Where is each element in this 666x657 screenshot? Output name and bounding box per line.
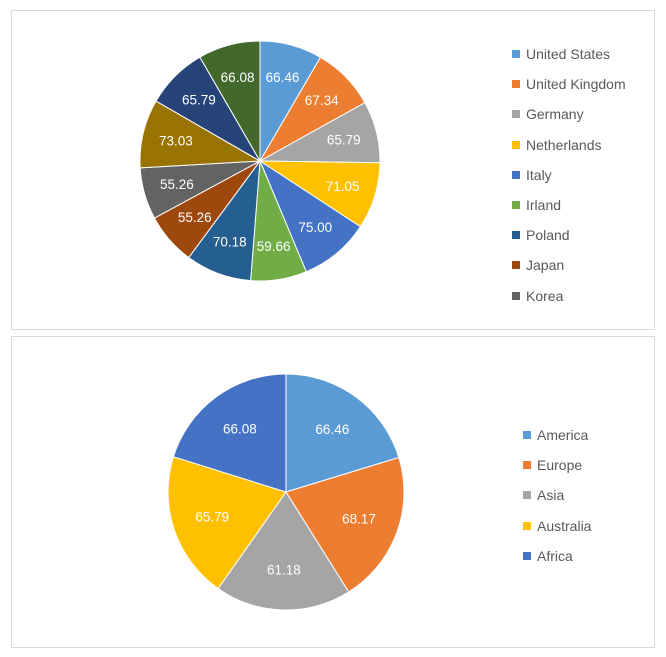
legend-label: Italy [526, 166, 552, 183]
legend-swatch [523, 521, 531, 530]
legend-item-netherlands: Netherlands [512, 130, 626, 160]
legend-item-united-states: United States [512, 39, 626, 69]
legend-swatch [512, 170, 520, 179]
legend-label: Africa [537, 547, 573, 564]
legend-item-italy: Italy [512, 160, 626, 190]
legend-label: America [537, 427, 589, 444]
legend-item-germany: Germany [512, 99, 626, 129]
legend-label: Australia [537, 517, 592, 534]
legend-swatch [523, 431, 531, 440]
legend-item-europe: Europe [523, 450, 591, 480]
legend-label: Irland [526, 197, 562, 214]
pie-slice-europe [285, 456, 405, 593]
legend-item-poland: Poland [512, 220, 626, 250]
pie-slice-africa [172, 373, 287, 493]
pie-slice-america [285, 373, 400, 493]
country-pie-chart: 66.4667.3465.7971.0575.0059.6670.1855.26… [139, 40, 381, 282]
legend-label: Germany [526, 106, 584, 123]
pie-slice-australia [167, 456, 287, 590]
legend-swatch [512, 140, 520, 149]
legend-swatch [512, 110, 520, 119]
legend-item-africa: Africa [523, 541, 591, 571]
legend-label: United Kingdom [526, 76, 626, 93]
legend-label: Asia [537, 487, 565, 504]
legend-item-united-kingdom: United Kingdom [512, 69, 626, 99]
legend-swatch [523, 551, 531, 560]
continent-pie-chart-panel: 66.46 68.17 61.18 65.79 66.08 America Europe A… [11, 336, 655, 648]
country-pie-chart-panel: 66.46 67.34 65.79 71.05 75.00 59.66 70.18 55.26… [11, 10, 655, 330]
pie-slice-unnamed-12 [199, 40, 261, 163]
continent-legend: America Europe Asia Australia Africa [523, 420, 591, 571]
slice-value-label: 66.08 [221, 70, 255, 85]
legend-item-irland: Irland [512, 190, 626, 220]
legend-label: Poland [526, 227, 570, 244]
slice-value-label: 55.26 [178, 210, 212, 225]
continent-pie-chart: 66.46 68.17 61.18 65.79 66.08 [167, 373, 405, 611]
legend-swatch [523, 461, 531, 470]
legend-label: Japan [526, 257, 565, 274]
slice-value-label: 67.34 [305, 93, 339, 108]
slice-value-label: 73.03 [159, 134, 193, 149]
legend-label: Netherlands [526, 136, 602, 153]
slice-value-label: 55.26 [160, 177, 194, 192]
slice-value-label: 61.18 [267, 562, 301, 577]
slice-value-label: 66.46 [315, 422, 349, 437]
legend-swatch [512, 50, 520, 59]
legend-label: Korea [526, 287, 564, 304]
legend-item-japan: Japan [512, 250, 626, 280]
slice-value-label: 68.17 [342, 512, 376, 527]
slice-value-label: 66.08 [223, 422, 257, 437]
legend-swatch [523, 491, 531, 500]
legend-swatch [512, 261, 520, 270]
slice-value-label: 70.18 [213, 234, 247, 249]
slice-value-label: 59.66 [257, 239, 291, 254]
legend-swatch [512, 291, 520, 300]
legend-item-america: America [523, 420, 591, 450]
pie-slice-asia [217, 491, 350, 611]
legend-label: Europe [537, 457, 583, 474]
legend-swatch [512, 201, 520, 210]
slice-value-label: 71.05 [326, 179, 360, 194]
slice-value-label: 65.79 [182, 92, 216, 107]
legend-item-korea: Korea [512, 281, 626, 311]
slice-value-label: 65.79 [195, 510, 229, 525]
slice-value-label: 65.79 [327, 132, 361, 147]
legend-item-asia: Asia [523, 480, 591, 510]
legend-item-australia: Australia [523, 511, 591, 541]
legend-swatch [512, 231, 520, 240]
slice-value-label: 66.46 [266, 70, 300, 85]
slice-value-label: 75.00 [298, 220, 332, 235]
legend-label: United States [526, 46, 611, 63]
legend-swatch [512, 80, 520, 89]
country-legend: United States United Kingdom Germany Nether… [512, 39, 626, 311]
